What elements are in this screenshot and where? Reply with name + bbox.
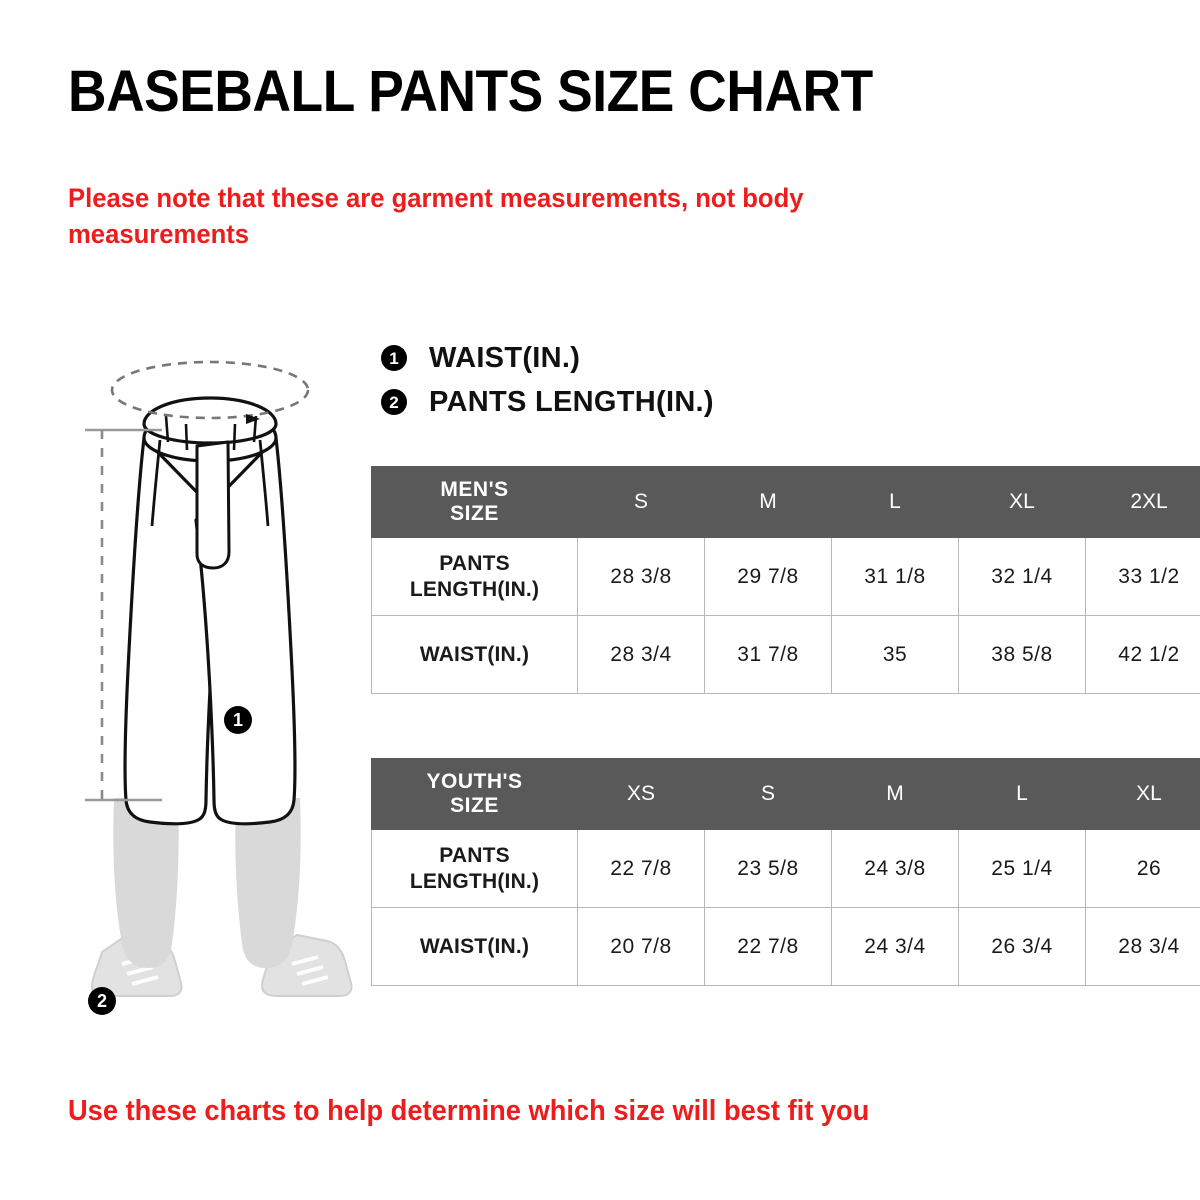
mens-waist-2xl: 42 1/2: [1085, 615, 1200, 694]
youth-waist-xs: 20 7/8: [577, 907, 705, 986]
table-row: PANTS LENGTH(IN.) 22 7/8 23 5/8 24 3/8 2…: [371, 829, 1200, 908]
mens-col-header-l: L: [831, 466, 959, 538]
youth-row-label-pants-length: PANTS LENGTH(IN.): [371, 829, 578, 908]
youth-col-header-l: L: [958, 758, 1086, 830]
mens-pants-length-l: 31 1/8: [831, 537, 959, 616]
mens-col-header-m: M: [704, 466, 832, 538]
youth-col-header-s: S: [704, 758, 832, 830]
mens-pants-length-2xl: 33 1/2: [1085, 537, 1200, 616]
youth-col-header-m: M: [831, 758, 959, 830]
mens-row-label-pants-length: PANTS LENGTH(IN.): [371, 537, 578, 616]
mens-col-header-s: S: [577, 466, 705, 538]
youth-pants-length-xl: 26: [1085, 829, 1200, 908]
mens-row-label-waist: WAIST(IN.): [371, 615, 578, 694]
mens-corner-line1: MEN'S: [440, 477, 509, 501]
youth-corner-line2: SIZE: [450, 794, 499, 817]
youth-corner-header: YOUTH'S SIZE: [371, 758, 578, 830]
mens-waist-l: 35: [831, 615, 959, 694]
waist-measure-ellipse: [110, 360, 310, 420]
mens-pants-length-xl: 32 1/4: [958, 537, 1086, 616]
mens-row0-line2: LENGTH(IN.): [409, 577, 540, 601]
mens-waist-xl: 38 5/8: [958, 615, 1086, 694]
legend-item-pants-length: 2 PANTS LENGTH(IN.): [381, 380, 714, 424]
measurement-legend: 1 WAIST(IN.) 2 PANTS LENGTH(IN.): [381, 336, 714, 424]
youth-col-header-xs: XS: [577, 758, 705, 830]
mens-row1-line1: WAIST(IN.): [419, 642, 530, 666]
mens-col-header-xl: XL: [958, 466, 1086, 538]
waist-measure-arrow-icon: [246, 414, 260, 424]
mens-waist-m: 31 7/8: [704, 615, 832, 694]
waist-marker-badge: 1: [224, 706, 252, 734]
pants-fly: [195, 440, 231, 570]
mens-row0-line1: PANTS: [439, 552, 510, 576]
youth-waist-m: 24 3/4: [831, 907, 959, 986]
note-best-fit: Use these charts to help determine which…: [68, 1095, 870, 1127]
youth-pants-length-xs: 22 7/8: [577, 829, 705, 908]
mens-pants-length-m: 29 7/8: [704, 537, 832, 616]
youth-pants-length-l: 25 1/4: [958, 829, 1086, 908]
youth-corner-line1: YOUTH'S: [426, 769, 523, 793]
table-row: PANTS LENGTH(IN.) 28 3/8 29 7/8 31 1/8 3…: [371, 537, 1200, 616]
table-header-row: MEN'S SIZE S M L XL 2XL: [371, 466, 1200, 538]
legend-label-pants-length: PANTS LENGTH(IN.): [429, 385, 714, 418]
youth-waist-l: 26 3/4: [958, 907, 1086, 986]
legend-item-waist: 1 WAIST(IN.): [381, 336, 714, 380]
mens-size-table: MEN'S SIZE S M L XL 2XL PANTS LENGTH(IN.…: [371, 466, 1200, 694]
legend-marker-2-icon: 2: [381, 389, 407, 415]
youth-pants-length-s: 23 5/8: [704, 829, 832, 908]
pants-pockets: [150, 439, 270, 527]
pants-waistband: [142, 396, 278, 463]
youth-pants-length-m: 24 3/8: [831, 829, 959, 908]
note-garment-measurements: Please note that these are garment measu…: [68, 183, 804, 250]
mens-pants-length-s: 28 3/8: [577, 537, 705, 616]
youth-row0-line1: PANTS: [439, 844, 510, 868]
mens-waist-s: 28 3/4: [577, 615, 705, 694]
youth-waist-s: 22 7/8: [704, 907, 832, 986]
youth-col-header-xl: XL: [1085, 758, 1200, 830]
table-header-row: YOUTH'S SIZE XS S M L XL: [371, 758, 1200, 830]
legend-label-waist: WAIST(IN.): [429, 341, 581, 374]
mens-corner-header: MEN'S SIZE: [371, 466, 578, 538]
length-marker-badge: 2: [88, 987, 116, 1015]
youth-row1-line1: WAIST(IN.): [419, 934, 530, 958]
youth-waist-xl: 28 3/4: [1085, 907, 1200, 986]
youth-size-table: YOUTH'S SIZE XS S M L XL PANTS LENGTH(IN…: [371, 758, 1200, 986]
length-measure-line: [85, 428, 162, 802]
mens-corner-line2: SIZE: [450, 502, 499, 525]
page-title: BASEBALL PANTS SIZE CHART: [68, 59, 873, 124]
youth-row0-line2: LENGTH(IN.): [409, 869, 540, 893]
table-row: WAIST(IN.) 28 3/4 31 7/8 35 38 5/8 42 1/…: [371, 615, 1200, 694]
legend-marker-1-icon: 1: [381, 345, 407, 371]
socks-icon: [113, 798, 301, 968]
pants-illustration: 1 2: [40, 330, 380, 1015]
youth-row-label-waist: WAIST(IN.): [371, 907, 578, 986]
table-row: WAIST(IN.) 20 7/8 22 7/8 24 3/4 26 3/4 2…: [371, 907, 1200, 986]
mens-col-header-2xl: 2XL: [1085, 466, 1200, 538]
